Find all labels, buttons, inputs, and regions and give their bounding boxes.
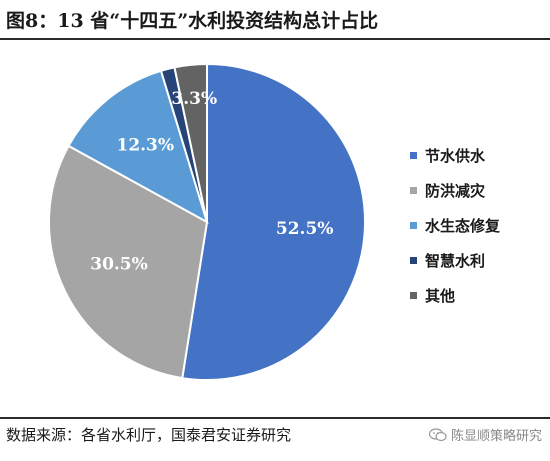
chart-title: 图8：13 省“十四五”水利投资结构总计占比 (6, 10, 379, 32)
legend-item-fanghong: 防洪减灾 (410, 173, 500, 208)
footer-divider (0, 417, 550, 419)
legend-item-jieshui: 节水供水 (410, 138, 500, 173)
pie-chart: 52.5% 30.5% 12.3% 1.4% 3.3% (48, 40, 366, 381)
pie-slice-jieshui (181, 62, 366, 381)
legend-item-zhihui: 智慧水利 (410, 243, 500, 278)
pie-slice-qita (173, 62, 208, 223)
pie-slice-fanghong (48, 144, 209, 380)
pie-labels: 52.5% 30.5% 12.3% 1.4% 3.3% (90, 40, 333, 275)
data-label-shengtai: 12.3% (116, 135, 174, 155)
legend-item-shengtai: 水生态修复 (410, 208, 500, 243)
legend-swatch (410, 292, 417, 299)
legend-swatch (410, 222, 417, 229)
legend-label: 其他 (425, 287, 456, 305)
data-label-fanghong: 30.5% (90, 255, 148, 275)
data-label-jieshui: 52.5% (276, 219, 334, 239)
legend-swatch (410, 257, 417, 264)
legend-label: 防洪减灾 (425, 182, 486, 200)
data-label-zhihui: 1.4% (110, 40, 156, 45)
legend-swatch (410, 152, 417, 159)
legend-label: 智慧水利 (425, 252, 486, 270)
legend-label: 节水供水 (425, 147, 486, 165)
title-divider (0, 38, 550, 40)
source-note: 数据来源：各省水利厅，国泰君安证券研究 (6, 426, 292, 444)
wechat-icon (428, 427, 447, 441)
chart-legend: 节水供水 防洪减灾 水生态修复 智慧水利 其他 (410, 138, 500, 313)
watermark-text: 陈显顺策略研究 (450, 429, 542, 444)
legend-item-qita: 其他 (410, 278, 500, 313)
watermark: 陈显顺策略研究 (428, 425, 542, 444)
pie-slices (48, 62, 366, 381)
legend-swatch (410, 187, 417, 194)
legend-label: 水生态修复 (425, 217, 501, 235)
data-label-qita: 3.3% (171, 89, 217, 109)
